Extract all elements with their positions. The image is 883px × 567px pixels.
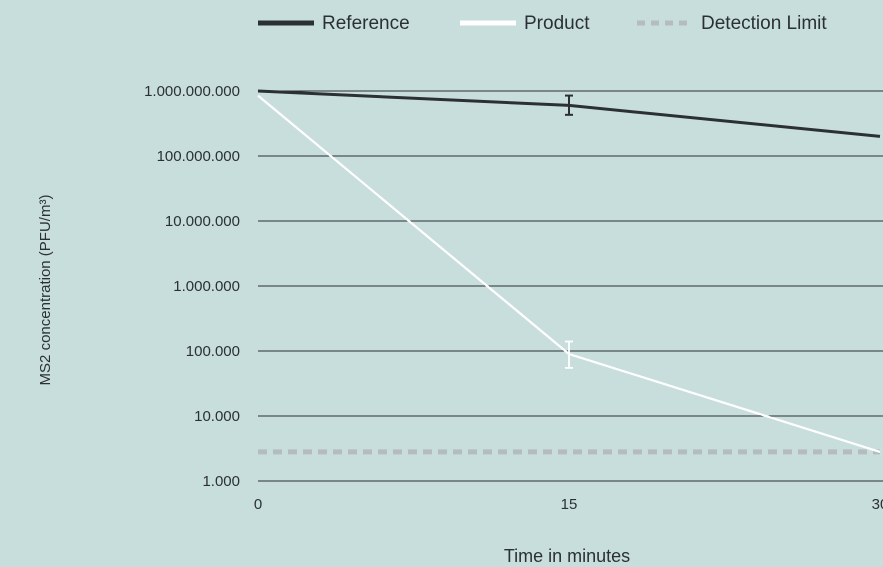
- y-tick-label: 10.000.000: [165, 213, 240, 230]
- error-bars: [565, 94, 573, 369]
- y-tick-label: 100.000.000: [157, 148, 240, 165]
- y-tick-label: 100.000: [186, 343, 240, 360]
- error-bar: [565, 340, 573, 369]
- legend-label: Detection Limit: [701, 13, 827, 34]
- series-line-product: [257, 94, 881, 453]
- y-axis-title: MS2 concentration (PFU/m³): [37, 195, 54, 386]
- x-tick-label: 30: [872, 496, 883, 513]
- error-bar: [565, 94, 573, 116]
- x-tick-label: 15: [561, 496, 578, 513]
- y-tick-label: 10.000: [194, 408, 240, 425]
- y-tick-labels: 1.000.000.000 100.000.000 10.000.000 1.000.…: [144, 83, 240, 490]
- grid: [258, 90, 883, 482]
- legend-label: Product: [524, 13, 590, 34]
- series-lines: [257, 89, 881, 455]
- legend-label: Reference: [322, 13, 410, 34]
- x-axis-title: Time in minutes: [504, 546, 630, 566]
- y-tick-label: 1.000: [202, 473, 240, 490]
- legend: Reference Product Detection Limit: [258, 13, 827, 34]
- x-tick-label: 0: [254, 496, 262, 513]
- y-tick-label: 1.000.000: [173, 278, 240, 295]
- x-tick-labels: 0 15 30: [254, 496, 883, 513]
- y-tick-label: 1.000.000.000: [144, 83, 240, 100]
